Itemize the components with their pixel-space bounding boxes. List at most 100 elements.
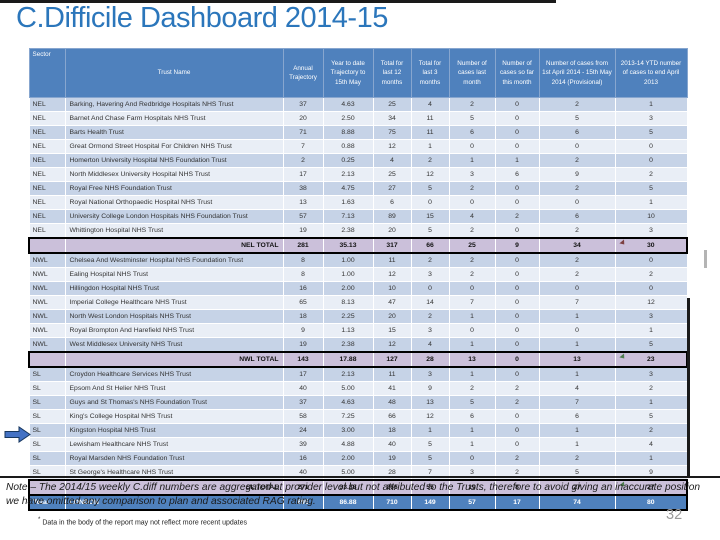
column-header-cases-last-month: Number of cases last month <box>448 48 496 98</box>
sector-cell: NEL <box>28 167 66 182</box>
value-cell: 2.00 <box>322 451 374 466</box>
value-cell: 7 <box>538 295 616 310</box>
table-row: NWL West Middlesex University NHS Trust 19… <box>28 337 688 353</box>
value-cell: 3 <box>614 309 688 324</box>
column-header-cases-from-april: Number of cases from 1st April 2014 - 15… <box>538 48 616 98</box>
value-cell: 1 <box>448 337 496 353</box>
value-cell: 11 <box>372 252 412 268</box>
value-cell: 0 <box>494 267 540 282</box>
sector-cell: SL <box>28 451 66 466</box>
comment-marker-icon <box>618 354 627 361</box>
sector-cell: NEL <box>28 223 66 239</box>
footnote-body: Data in the body of the report may not r… <box>42 519 248 527</box>
sector-cell: NWL <box>28 323 66 338</box>
value-cell: 1 <box>614 395 688 410</box>
value-cell: 0.88 <box>322 139 374 154</box>
value-cell: 0 <box>494 97 540 112</box>
column-header-2013-14-ytd: 2013-14 YTD number of cases to end April… <box>614 48 688 98</box>
table-body: NEL Barking, Havering And Redbridge Hospi… <box>28 97 688 511</box>
value-cell: 15 <box>410 209 450 224</box>
table-row: NEL University College London Hospitals N… <box>28 209 688 224</box>
value-cell: 13 <box>538 351 616 368</box>
value-cell: 11 <box>372 366 412 382</box>
value-cell: 0 <box>494 323 540 338</box>
sector-cell: NWL <box>28 252 66 268</box>
sector-cell: Total <box>28 494 66 511</box>
value-cell: 27 <box>538 479 616 496</box>
value-cell: 30 <box>614 237 688 254</box>
sector-cell: SL <box>28 381 66 396</box>
column-header-cases-this-month: Number of cases so far this month <box>494 48 540 98</box>
value-cell: 40 <box>372 437 412 452</box>
value-cell: 1 <box>614 195 688 210</box>
value-cell: 6 <box>538 125 616 140</box>
value-cell: 143 <box>282 351 324 368</box>
value-cell: 0 <box>614 281 688 296</box>
value-cell: 15 <box>372 323 412 338</box>
value-cell: 266 <box>372 479 412 496</box>
value-cell: 20 <box>282 111 324 126</box>
value-cell: 0.25 <box>322 153 374 168</box>
value-cell: 0 <box>494 195 540 210</box>
page-title: C.Difficile Dashboard 2014-15 <box>16 2 388 34</box>
trust-name-cell: Imperial College Healthcare NHS Trust <box>64 295 284 310</box>
value-cell: 9 <box>282 323 324 338</box>
value-cell: 19 <box>448 479 496 496</box>
table-header: Sector Trust Name Annual Trajectory Year… <box>28 48 688 98</box>
value-cell: 3.00 <box>322 423 374 438</box>
value-cell: 14 <box>410 295 450 310</box>
table-row: SL Croydon Healthcare Services NHS Trust 1… <box>28 366 688 382</box>
table-row: SL Epsom And St Helier NHS Trust 40 5.00 41 9… <box>28 381 688 396</box>
value-cell: 2.13 <box>322 167 374 182</box>
value-cell: 149 <box>410 494 450 511</box>
value-cell: 12 <box>410 409 450 424</box>
value-cell: 0 <box>494 337 540 353</box>
value-cell: 1.63 <box>322 195 374 210</box>
value-cell: 2 <box>614 267 688 282</box>
table-row: NWL Imperial College Healthcare NHS Trust… <box>28 295 688 310</box>
table-row: NEL Barking, Havering And Redbridge Hospi… <box>28 97 688 112</box>
value-cell: 271 <box>282 479 324 496</box>
table-row: NWL Hillingdon Hospital NHS Trust 16 2.00 10… <box>28 281 688 296</box>
sector-cell: NEL <box>28 209 66 224</box>
value-cell: 2 <box>538 252 616 268</box>
value-cell: 12 <box>372 267 412 282</box>
value-cell: 8 <box>494 479 540 496</box>
value-cell: 66 <box>372 409 412 424</box>
trust-name-cell: Barts Health Trust <box>64 125 284 140</box>
column-header-sector: Sector <box>28 48 66 98</box>
value-cell: 0 <box>494 281 540 296</box>
trust-name-cell: King's College Hospital NHS Trust <box>64 409 284 424</box>
trust-name-cell: Barking, Havering And Redbridge Hospital… <box>64 97 284 112</box>
value-cell: 10 <box>372 281 412 296</box>
value-cell: 6 <box>372 195 412 210</box>
value-cell: 12 <box>372 337 412 353</box>
sector-total-row: NWL TOTAL 143 17.88 127 28 13 0 13 23 <box>28 351 688 368</box>
scrollbar-fragment <box>704 250 707 268</box>
column-header-total-12-months: Total for last 12 months <box>372 48 412 98</box>
value-cell: 20 <box>372 309 412 324</box>
value-cell: 28 <box>410 351 450 368</box>
table-row: NEL Barts Health Trust 71 8.88 75 11 6 0 6 5 <box>28 125 688 140</box>
value-cell: 5 <box>410 437 450 452</box>
table-row: NEL Royal Free NHS Foundation Trust 38 4.75… <box>28 181 688 196</box>
trust-name-cell: Royal Brompton And Harefield NHS Trust <box>64 323 284 338</box>
value-cell: 1 <box>614 97 688 112</box>
value-cell: 2 <box>538 223 616 239</box>
value-cell: 8 <box>282 267 324 282</box>
value-cell: 5 <box>614 409 688 424</box>
value-cell: 1 <box>410 423 450 438</box>
column-header-total-3-months: Total for last 3 months <box>410 48 450 98</box>
value-cell: 3 <box>410 267 450 282</box>
value-cell: 11 <box>410 125 450 140</box>
trust-name-cell: Chelsea And Westminster Hospital NHS Fou… <box>64 252 284 268</box>
value-cell: 0 <box>494 181 540 196</box>
sector-cell: NEL <box>28 181 66 196</box>
value-cell: 9 <box>538 167 616 182</box>
value-cell: 11 <box>410 111 450 126</box>
value-cell: 2 <box>410 252 450 268</box>
value-cell: 13 <box>282 195 324 210</box>
value-cell: 2 <box>614 381 688 396</box>
value-cell: 0 <box>448 139 496 154</box>
slide-bottom-border <box>0 476 720 478</box>
